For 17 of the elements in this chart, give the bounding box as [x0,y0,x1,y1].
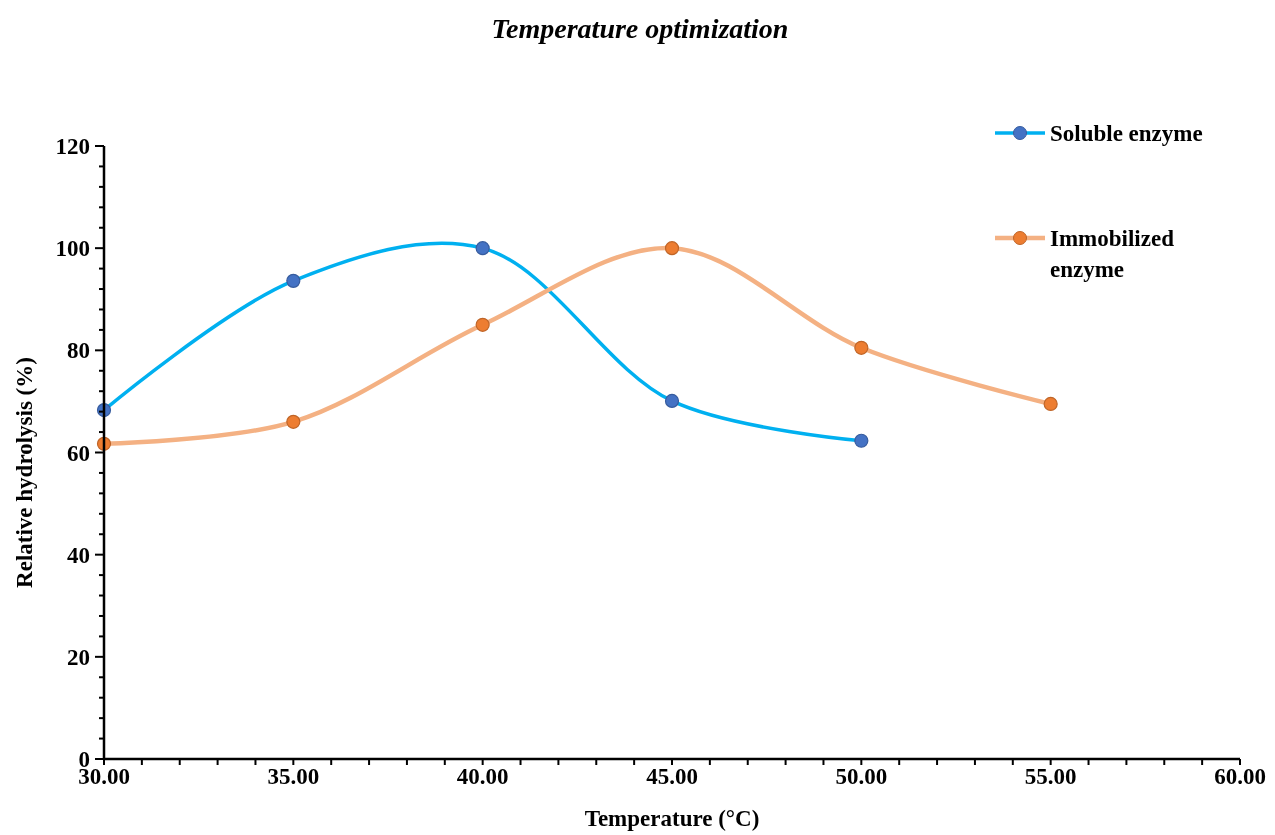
y-tick-label: 40 [67,542,90,568]
x-tick-label: 55.00 [1024,764,1077,789]
x-tick-label: 35.00 [267,764,320,789]
chart-title: Temperature optimization [491,13,789,44]
x-tick-label: 50.00 [835,764,888,789]
y-tick-label: 60 [67,440,90,466]
y-tick-label: 120 [55,134,90,159]
y-tick-label: 80 [67,338,90,364]
x-tick-label: 45.00 [646,764,698,789]
x-tick-label: 40.00 [456,764,509,789]
legend-label: Soluble enzyme [1050,121,1203,146]
y-tick-label: 100 [55,236,90,262]
y-tick-label: 20 [67,644,90,670]
x-axis-title: Temperature (°C) [584,806,760,831]
x-tick-label: 60.00 [1214,764,1266,789]
y-axis-title: Relative hydrolysis (%) [12,357,37,588]
legend-label: Immobilized enzyme [1050,226,1175,282]
